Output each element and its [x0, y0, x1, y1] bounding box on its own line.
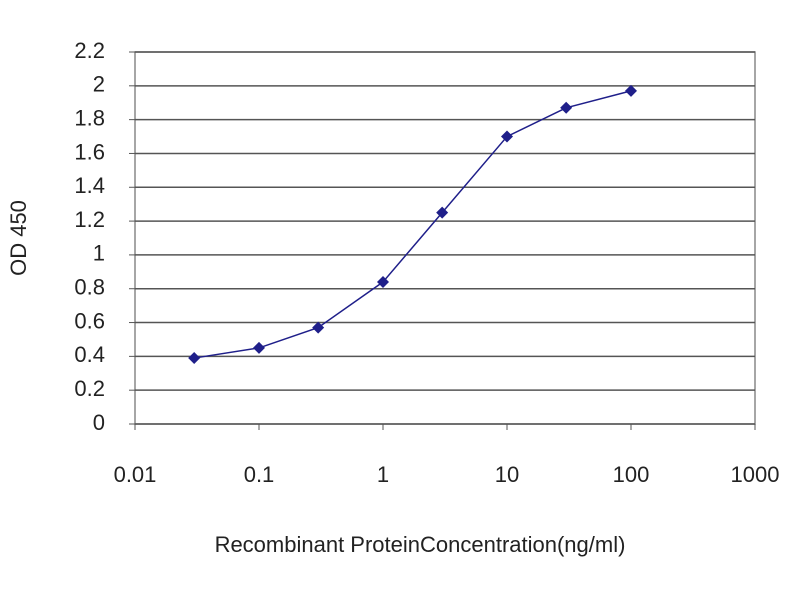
data-point: [312, 321, 325, 334]
y-tick-label: 0: [93, 410, 105, 435]
y-tick-label: 0.6: [74, 308, 105, 333]
x-tick-label: 1: [377, 462, 389, 487]
y-tick-label: 2: [93, 72, 105, 97]
y-tick-label: 1.6: [74, 139, 105, 164]
y-tick-label: 1.2: [74, 207, 105, 232]
y-tick-label: 1.8: [74, 105, 105, 130]
data-point: [560, 101, 573, 114]
data-point: [377, 275, 389, 288]
y-tick-label: 0.2: [74, 376, 105, 401]
data-point: [625, 84, 637, 97]
x-tick-label: 0.1: [244, 462, 275, 487]
y-tick-label: 0.8: [74, 275, 105, 300]
y-tick-label: 1.4: [74, 173, 105, 198]
y-axis-label: OD 450: [6, 200, 31, 276]
y-tick-label: 2.2: [74, 38, 105, 63]
plot-area: [134, 51, 756, 425]
data-point: [436, 206, 449, 219]
series-line: [194, 90, 632, 359]
x-tick-label: 0.01: [114, 462, 157, 487]
x-tick-label: 1000: [731, 462, 780, 487]
data-point: [253, 341, 265, 354]
data-point: [188, 352, 201, 365]
x-tick-label: 10: [495, 462, 519, 487]
y-tick-label: 1: [93, 241, 105, 266]
x-axis-label: Recombinant ProteinConcentration(ng/ml): [215, 532, 626, 557]
x-tick-label: 100: [613, 462, 650, 487]
data-point: [501, 130, 513, 143]
y-tick-label: 0.4: [74, 342, 105, 367]
